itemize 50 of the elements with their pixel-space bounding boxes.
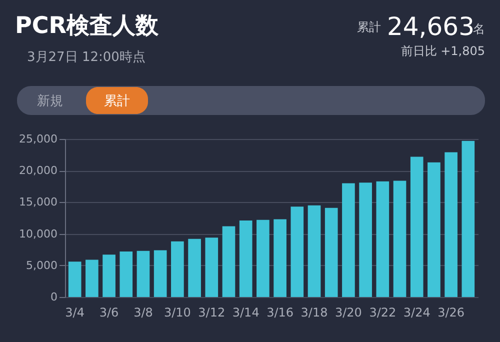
- bar: [120, 251, 133, 297]
- y-tick-label: 25,000: [19, 132, 58, 146]
- bar: [256, 220, 270, 297]
- text: 名: [473, 22, 485, 36]
- x-tick-label: 3/4: [65, 306, 84, 320]
- bar: [68, 262, 82, 297]
- text: 新規: [37, 94, 63, 109]
- text: 累計: [357, 20, 381, 34]
- bar: [410, 156, 424, 297]
- bar: [154, 250, 167, 297]
- chart-subtitle: 3月27日 12:00時点: [27, 50, 146, 65]
- x-tick-label: 3/20: [334, 306, 362, 320]
- bar: [444, 152, 458, 297]
- y-tick-label: 15,000: [19, 196, 58, 209]
- x-tick-label: 3/22: [369, 306, 396, 320]
- x-tick-label: 3/24: [403, 306, 430, 320]
- bar: [239, 220, 252, 297]
- text: 24,663: [387, 12, 474, 41]
- bar: [86, 260, 98, 297]
- bar: [324, 208, 338, 297]
- y-tick-label: 10,000: [19, 227, 58, 240]
- x-tick-label: 3/26: [438, 306, 465, 320]
- bar: [136, 250, 150, 297]
- x-tick-label: 3/6: [99, 306, 119, 320]
- x-tick-label: 3/10: [164, 306, 191, 320]
- bar: [342, 183, 355, 297]
- bar: [393, 180, 406, 297]
- bar: [102, 254, 116, 297]
- bar: [188, 238, 201, 297]
- bar: [462, 140, 475, 297]
- x-tick-label: 3/18: [300, 306, 328, 320]
- bar: [274, 219, 286, 297]
- y-tick-label: 0: [50, 290, 58, 304]
- x-tick-label: 3/14: [232, 306, 260, 320]
- text: 前日比 +1,805: [400, 44, 485, 58]
- bar: [205, 238, 218, 297]
- bar: [376, 181, 390, 297]
- chart-title: PCR検査人数: [15, 13, 160, 39]
- x-tick-label: 3/8: [134, 306, 153, 320]
- bar: [359, 182, 372, 297]
- x-tick-label: 3/12: [198, 306, 226, 320]
- bar: [308, 205, 321, 297]
- text: 累計: [104, 94, 130, 109]
- y-tick-label: 5,000: [26, 258, 58, 272]
- bar: [222, 226, 236, 297]
- x-tick-label: 3/16: [266, 306, 294, 320]
- bar: [171, 241, 184, 297]
- bar: [428, 162, 440, 297]
- y-tick-label: 20,000: [19, 164, 58, 178]
- bar: [290, 206, 304, 297]
